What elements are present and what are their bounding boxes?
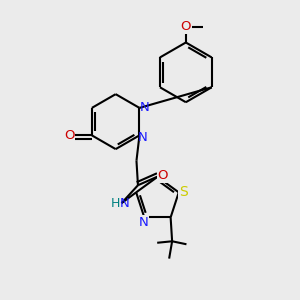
Text: S: S xyxy=(179,185,188,200)
Text: H: H xyxy=(111,197,120,210)
Text: O: O xyxy=(181,20,191,34)
Text: O: O xyxy=(158,169,168,182)
Text: O: O xyxy=(64,129,75,142)
Text: N: N xyxy=(120,197,130,210)
Text: N: N xyxy=(138,131,147,144)
Text: N: N xyxy=(139,216,148,229)
Text: N: N xyxy=(140,101,149,114)
